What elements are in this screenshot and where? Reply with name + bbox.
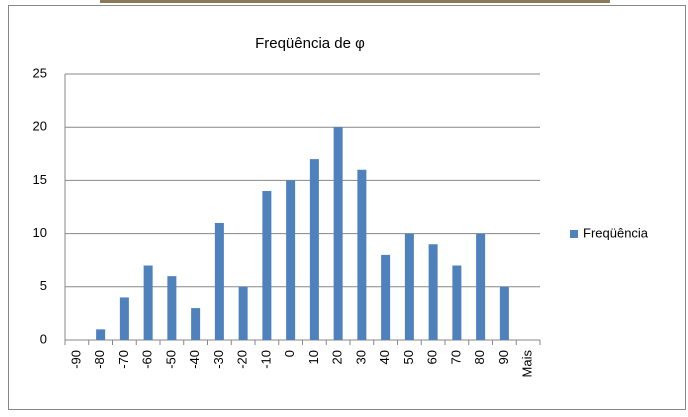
bar	[381, 254, 391, 340]
legend-swatch	[570, 230, 578, 238]
bar	[96, 329, 106, 340]
bar	[191, 308, 201, 340]
legend-label: Freqüência	[583, 225, 649, 240]
bar	[428, 244, 438, 340]
x-tick-label: 40	[377, 350, 392, 364]
x-tick-label: -60	[140, 350, 155, 369]
x-tick-label: 90	[496, 350, 511, 364]
bar	[309, 159, 319, 340]
bar	[262, 191, 272, 340]
y-tick-label: 5	[40, 278, 47, 293]
y-tick-label: 25	[33, 65, 47, 80]
x-tick-label: -40	[187, 350, 202, 369]
bar	[333, 127, 343, 340]
x-tick-label: 70	[448, 350, 463, 364]
bar	[214, 222, 224, 340]
bar	[286, 180, 296, 340]
bar	[167, 276, 177, 340]
y-tick-label: 20	[33, 119, 47, 134]
chart-frame	[8, 5, 686, 410]
x-tick-label: 30	[353, 350, 368, 364]
x-tick-label: -80	[92, 350, 107, 369]
bar	[476, 233, 486, 340]
x-tick-label: -20	[235, 350, 250, 369]
x-tick-label: -70	[116, 350, 131, 369]
bar	[119, 297, 129, 340]
top-strip	[100, 0, 610, 3]
y-tick-label: 15	[33, 172, 47, 187]
x-tick-label: -90	[68, 350, 83, 369]
bar	[357, 169, 367, 340]
y-tick-label: 10	[33, 225, 47, 240]
bar	[143, 265, 153, 340]
x-tick-label: -30	[211, 350, 226, 369]
bar	[404, 233, 414, 340]
y-tick-label: 0	[40, 331, 47, 346]
bar	[238, 286, 248, 340]
bar	[452, 265, 462, 340]
x-tick-label: -50	[163, 350, 178, 369]
bar	[499, 286, 509, 340]
x-tick-label: 20	[330, 350, 345, 364]
x-tick-label: -10	[258, 350, 273, 369]
x-tick-label: 0	[282, 350, 297, 357]
x-tick-label: 50	[401, 350, 416, 364]
chart-title: Freqüência de φ	[255, 35, 365, 52]
x-tick-label: Mais	[520, 350, 535, 378]
x-tick-label: 10	[306, 350, 321, 364]
x-tick-label: 80	[472, 350, 487, 364]
x-tick-label: 60	[425, 350, 440, 364]
